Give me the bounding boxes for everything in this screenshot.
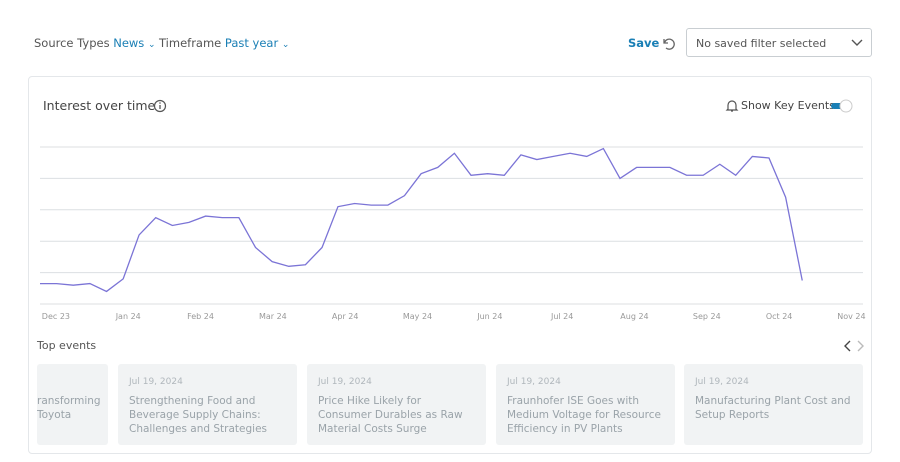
toggle-switch[interactable]: [830, 99, 854, 113]
x-tick-label: Jun 24: [476, 312, 502, 321]
event-title: Fraunhofer ISE Goes with Medium Voltage …: [507, 395, 661, 435]
label: Timeframe: [159, 36, 222, 50]
saved-filter-dropdown[interactable]: No saved filter selected: [686, 28, 872, 57]
value: Past year: [224, 36, 279, 50]
timeframe-filter[interactable]: Timeframe Past year ⌄: [159, 36, 290, 50]
value: News: [113, 36, 145, 50]
x-tick-label: Feb 24: [187, 312, 214, 321]
event-title: Manufacturing Plant Cost and Setup Repor…: [695, 395, 851, 421]
source-filter[interactable]: Source Types News ⌄: [34, 36, 156, 50]
dropdown-text: No saved filter selected: [696, 37, 827, 50]
carousel-arrows[interactable]: [842, 339, 866, 353]
event-title: ransforming Toyota: [37, 395, 101, 421]
event-date: Jul 19, 2024: [129, 377, 183, 387]
x-tick-label: Dec 23: [42, 312, 70, 321]
x-tick-label: Apr 24: [332, 312, 359, 321]
x-tick-label: Sep 24: [693, 312, 721, 321]
bell-icon: [725, 100, 739, 112]
x-tick-label: Nov 24: [837, 312, 865, 321]
event-card[interactable]: Jul 19, 2024 Fraunhofer ISE Goes with Med…: [496, 364, 675, 445]
info-icon[interactable]: [153, 99, 167, 113]
event-card[interactable]: Jul 19, 2024 Price Hike Likely for Consum…: [307, 364, 486, 445]
x-tick-label: Jul 24: [550, 312, 573, 321]
x-tick-label: Oct 24: [766, 312, 793, 321]
line: [40, 147, 803, 293]
x-tick-label: Mar 24: [259, 312, 287, 321]
event-date: Jul 19, 2024: [695, 377, 749, 387]
x-tick-label: Jan 24: [115, 312, 141, 321]
x-tick-label: Aug 24: [620, 312, 648, 321]
chevron: [851, 39, 863, 46]
chart-title: Interest over time: [43, 98, 156, 113]
event-card[interactable]: ransforming Toyota: [37, 364, 108, 445]
events-title: Top events: [37, 339, 97, 352]
undo-icon[interactable]: [660, 35, 676, 51]
x-tick-label: May 24: [403, 312, 432, 321]
event-date: Jul 19, 2024: [318, 377, 372, 387]
event-title: Price Hike Likely for Consumer Durables …: [318, 395, 463, 435]
label: Source Types: [34, 36, 110, 50]
event-date: Jul 19, 2024: [507, 377, 561, 387]
chart: Dec 23 Jan 24 Feb 24 Mar 24 Apr 24 May 24 Jun …: [40, 146, 866, 321]
event-card[interactable]: Jul 19, 2024 Strengthening Food and Bever…: [118, 364, 297, 445]
chart-card: [28, 76, 872, 454]
save-button[interactable]: Save: [628, 36, 660, 50]
toggle-label: Show Key Events: [741, 99, 835, 112]
event-title: Strengthening Food and Beverage Supply C…: [129, 395, 268, 435]
event-card[interactable]: Jul 19, 2024 Manufacturing Plant Cost and…: [684, 364, 863, 445]
